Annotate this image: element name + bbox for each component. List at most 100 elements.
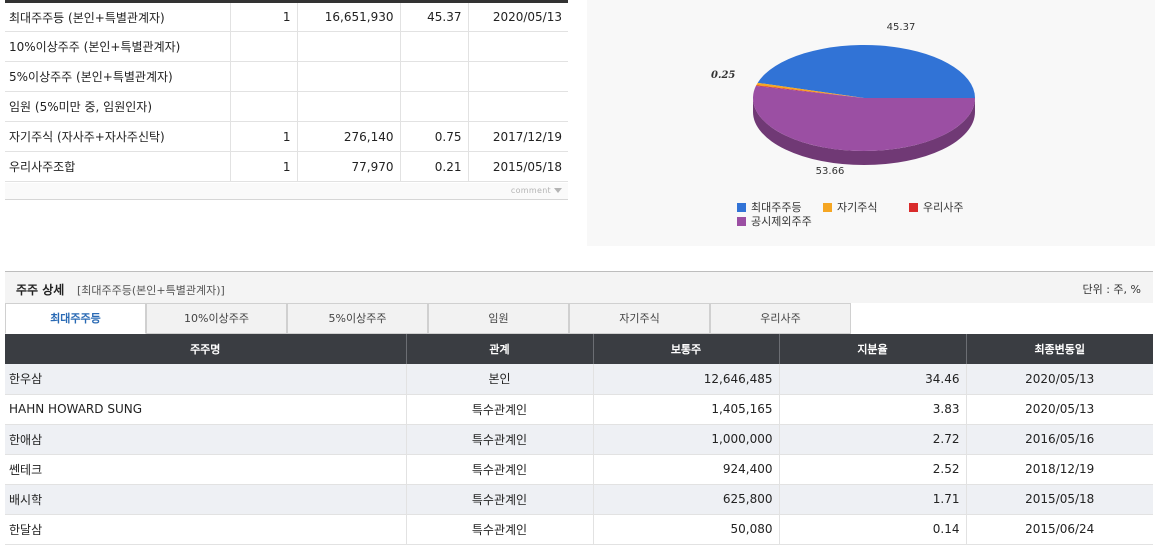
pie-slice <box>753 85 975 151</box>
holder-count <box>230 31 298 62</box>
change-date: 2017/12/19 <box>468 121 568 152</box>
relation: 특수관계인 <box>406 424 594 455</box>
legend-swatch <box>737 217 746 226</box>
pie-depth <box>753 98 975 165</box>
table-row: 한애삼 특수관계인 1,000,000 2.72 2016/05/16 <box>5 424 1153 455</box>
row-label: 임원 (5%미만 중, 임원인자) <box>5 91 231 122</box>
shareholder-name: 한애삼 <box>5 424 407 455</box>
table-row: 최대주주등 (본인+특별관계자) 1 16,651,930 45.37 2020… <box>5 0 568 32</box>
share-ratio: 1.71 <box>779 484 967 515</box>
row-label: 우리사주조합 <box>5 151 231 182</box>
change-date <box>468 31 568 62</box>
share-count: 16,651,930 <box>297 0 401 32</box>
holder-count: 1 <box>230 121 298 152</box>
holder-count <box>230 91 298 122</box>
detail-header: 주주 상세 [최대주주등(본인+특별관계자)] 단위 : 주, % <box>5 271 1153 303</box>
shareholder-name: 한달삼 <box>5 514 407 545</box>
relation: 특수관계인 <box>406 484 594 515</box>
column-header-name: 주주명 <box>5 334 407 364</box>
share-ratio: 3.83 <box>779 394 967 425</box>
shareholder-detail-table: 주주명 관계 보통주 지분율 최종변동일 한우삼 본인 12,646,485 3… <box>5 334 1153 545</box>
shareholder-name: 배시학 <box>5 484 407 515</box>
table-row: 우리사주조합 1 77,970 0.21 2015/05/18 <box>5 151 568 182</box>
legend-swatch <box>737 203 746 212</box>
tab-executive[interactable]: 임원 <box>428 303 569 334</box>
share-ratio <box>400 61 469 92</box>
share-count: 12,646,485 <box>593 364 780 395</box>
tab-10pct-shareholder[interactable]: 10%이상주주 <box>146 303 287 334</box>
row-label: 자기주식 (자사주+자사주신탁) <box>5 121 231 152</box>
table-row: 임원 (5%미만 중, 임원인자) <box>5 91 568 122</box>
column-header-relation: 관계 <box>406 334 594 364</box>
relation: 특수관계인 <box>406 454 594 485</box>
section-title: 주주 상세 <box>16 283 65 297</box>
change-date: 2015/05/18 <box>468 151 568 182</box>
share-count <box>297 61 401 92</box>
summary-footer: comment <box>5 183 568 200</box>
share-ratio: 0.75 <box>400 121 469 152</box>
share-ratio: 0.14 <box>779 514 967 545</box>
relation: 본인 <box>406 364 594 395</box>
share-ratio <box>400 31 469 62</box>
shareholder-tabs: 최대주주등 10%이상주주 5%이상주주 임원 자기주식 우리사주 <box>5 303 1153 334</box>
share-count <box>297 31 401 62</box>
share-ratio: 0.21 <box>400 151 469 182</box>
column-header-ratio: 지분율 <box>779 334 967 364</box>
share-ratio: 45.37 <box>400 0 469 32</box>
tab-major-shareholder[interactable]: 최대주주등 <box>5 303 146 334</box>
legend-label: 우리사주 <box>923 201 964 214</box>
legend-label: 자기주식 <box>837 201 878 214</box>
pie-chart-svg: 45.37 0.25 53.66 <box>711 22 975 177</box>
relation: 특수관계인 <box>406 394 594 425</box>
share-count: 1,000,000 <box>593 424 780 455</box>
change-date: 2020/05/13 <box>966 364 1153 395</box>
table-row: 자기주식 (자사주+자사주신탁) 1 276,140 0.75 2017/12/… <box>5 121 568 152</box>
column-header-shares: 보통주 <box>593 334 780 364</box>
data-label-bottom: 53.66 <box>816 166 845 177</box>
legend-item: 자기주식 <box>823 201 909 215</box>
pie-slice <box>757 45 975 98</box>
holder-count <box>230 61 298 92</box>
tab-treasury-stock[interactable]: 자기주식 <box>569 303 710 334</box>
share-count: 1,405,165 <box>593 394 780 425</box>
column-header-date: 최종변동일 <box>966 334 1153 364</box>
pie-slices <box>753 45 975 151</box>
legend-swatch <box>823 203 832 212</box>
data-label-left: 0.25 <box>711 70 735 81</box>
change-date <box>468 91 568 122</box>
holder-count: 1 <box>230 151 298 182</box>
holder-count: 1 <box>230 0 298 32</box>
row-label: 10%이상주주 (본인+특별관계자) <box>5 31 231 62</box>
chart-legend: 최대주주등 자기주식 우리사주 공시제외주주 <box>737 201 1037 229</box>
change-date: 2015/06/24 <box>966 514 1153 545</box>
pie-slice <box>755 85 864 98</box>
change-date <box>468 61 568 92</box>
ownership-pie-chart: 45.37 0.25 53.66 최대주주등 자기주식 우리사주 공시제외주주 <box>587 0 1155 246</box>
comment-toggle[interactable]: comment <box>511 186 562 195</box>
chevron-down-icon <box>554 188 562 193</box>
legend-item: 우리사주 <box>909 201 995 215</box>
section-subtitle: [최대주주등(본인+특별관계자)] <box>77 284 225 297</box>
table-row: 한우삼 본인 12,646,485 34.46 2020/05/13 <box>5 364 1153 395</box>
share-ratio: 2.72 <box>779 424 967 455</box>
share-ratio: 34.46 <box>779 364 967 395</box>
change-date: 2020/05/13 <box>468 0 568 32</box>
tab-5pct-shareholder[interactable]: 5%이상주주 <box>287 303 428 334</box>
comment-label: comment <box>510 186 551 195</box>
row-label: 5%이상주주 (본인+특별관계자) <box>5 61 231 92</box>
table-row: 10%이상주주 (본인+특별관계자) <box>5 31 568 62</box>
tab-employee-stock[interactable]: 우리사주 <box>710 303 851 334</box>
change-date: 2016/05/16 <box>966 424 1153 455</box>
pie-slice-side <box>753 98 975 165</box>
unit-label: 단위 : 주, % <box>1082 283 1141 296</box>
change-date: 2020/05/13 <box>966 394 1153 425</box>
change-date: 2015/05/18 <box>966 484 1153 515</box>
share-ratio <box>400 91 469 122</box>
share-count: 77,970 <box>297 151 401 182</box>
data-label-top: 45.37 <box>887 22 916 33</box>
table-row: 5%이상주주 (본인+특별관계자) <box>5 61 568 92</box>
legend-item: 공시제외주주 <box>737 215 823 229</box>
share-count: 276,140 <box>297 121 401 152</box>
legend-item: 최대주주등 <box>737 201 823 215</box>
share-count: 625,800 <box>593 484 780 515</box>
